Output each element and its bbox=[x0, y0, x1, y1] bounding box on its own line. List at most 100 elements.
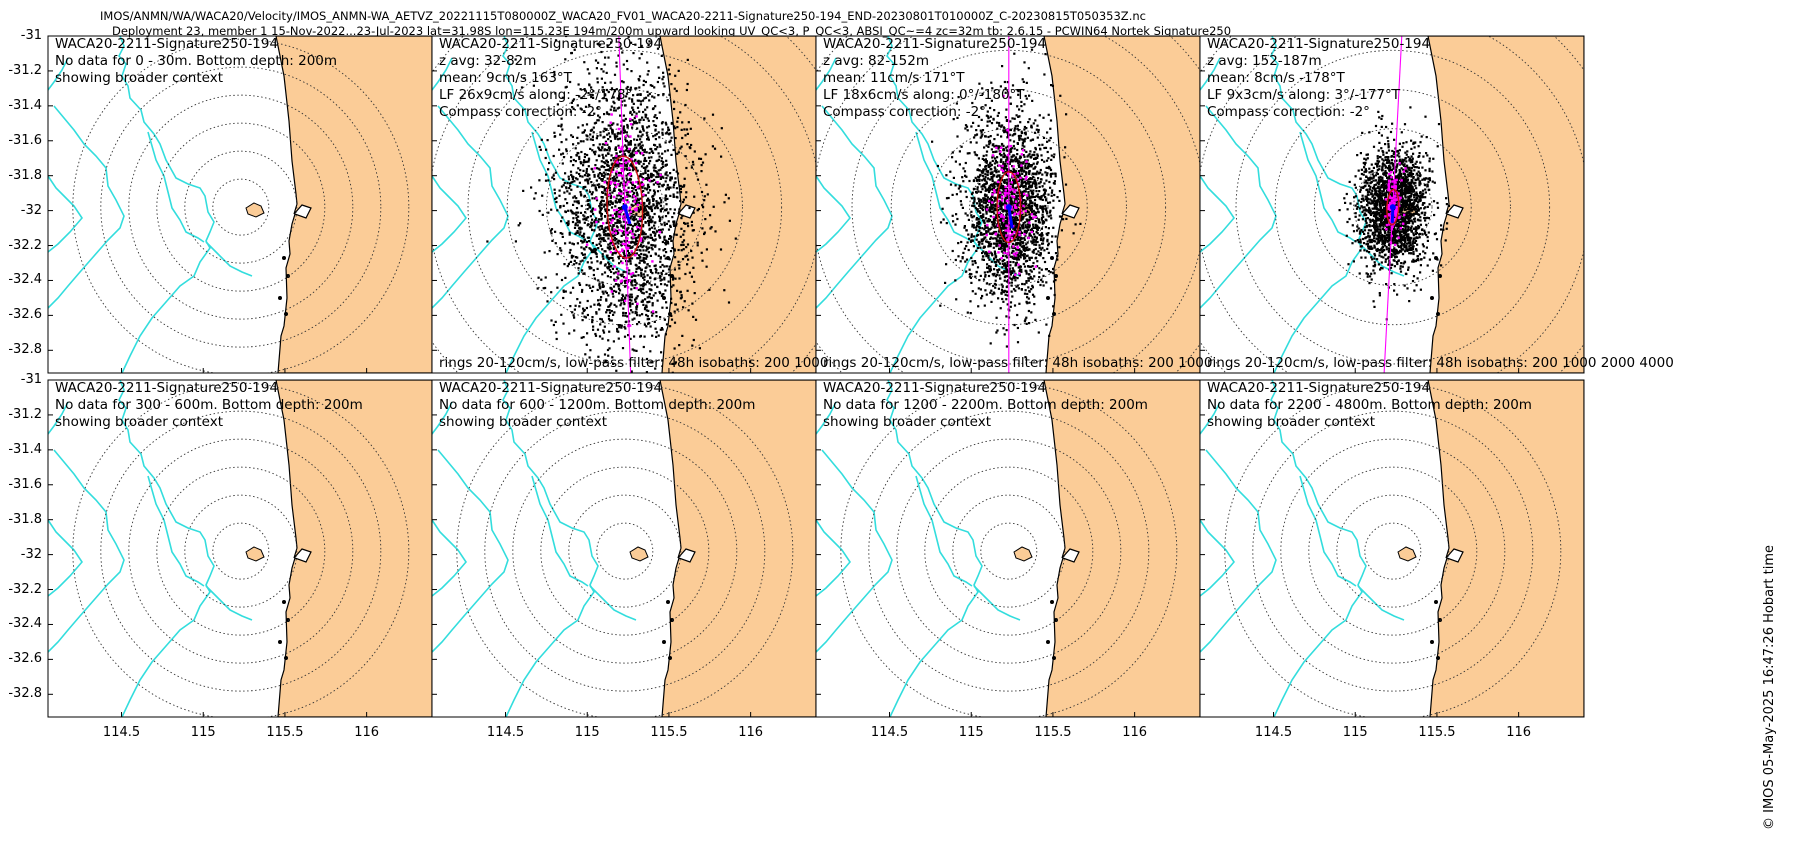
scatter-point bbox=[1014, 132, 1017, 135]
scatter-point bbox=[597, 218, 601, 221]
scatter-point bbox=[945, 174, 948, 177]
scatter-point bbox=[980, 240, 983, 243]
scatter-point bbox=[595, 167, 598, 170]
scatter-point bbox=[987, 117, 990, 120]
scatter-point bbox=[983, 197, 986, 200]
scatter-point bbox=[1020, 253, 1023, 256]
scatter-point bbox=[1020, 240, 1023, 243]
scatter-point bbox=[673, 125, 676, 128]
scatter-point bbox=[567, 263, 570, 266]
scatter-point bbox=[598, 308, 601, 311]
scatter-point bbox=[607, 314, 610, 318]
scatter-point bbox=[659, 256, 662, 259]
scatter-point bbox=[990, 148, 993, 151]
scatter-point bbox=[591, 218, 594, 221]
scatter-point bbox=[1024, 184, 1027, 188]
scatter-point bbox=[1035, 237, 1038, 240]
scatter-point bbox=[1036, 203, 1039, 207]
scatter-point bbox=[645, 177, 649, 180]
scatter-point bbox=[625, 177, 628, 180]
scatter-point bbox=[649, 350, 652, 353]
scatter-point bbox=[604, 162, 607, 165]
scatter-point bbox=[952, 220, 955, 223]
scatter-point bbox=[984, 275, 987, 278]
scatter-point bbox=[1028, 215, 1031, 218]
scatter-point bbox=[1045, 323, 1048, 326]
scatter-point bbox=[993, 209, 996, 212]
scatter-point bbox=[1019, 268, 1022, 271]
scatter-point bbox=[623, 285, 627, 288]
scatter-point bbox=[1042, 207, 1045, 210]
scatter-point bbox=[607, 243, 610, 246]
scatter-point bbox=[616, 229, 619, 232]
scatter-point bbox=[641, 149, 644, 152]
scatter-point bbox=[998, 247, 1001, 250]
scatter-point bbox=[1016, 284, 1019, 287]
scatter-point bbox=[634, 241, 637, 244]
scatter-point bbox=[603, 127, 606, 130]
scatter-point bbox=[612, 122, 615, 125]
scatter-point bbox=[954, 160, 957, 163]
scatter-point bbox=[667, 188, 670, 191]
scatter-point bbox=[655, 200, 658, 203]
scatter-point bbox=[1034, 223, 1037, 226]
scatter-point bbox=[956, 135, 959, 138]
scatter-point bbox=[1005, 213, 1008, 216]
scatter-point bbox=[678, 344, 681, 347]
scatter-point bbox=[544, 286, 547, 290]
scatter-point bbox=[611, 356, 614, 359]
scatter-point bbox=[979, 198, 982, 202]
scatter-point bbox=[605, 88, 608, 92]
lowpass-point bbox=[620, 169, 624, 173]
scatter-point bbox=[648, 92, 651, 95]
scatter-point bbox=[597, 299, 600, 302]
scatter-point bbox=[630, 282, 633, 285]
scatter-point bbox=[987, 135, 990, 139]
scatter-point bbox=[631, 284, 634, 287]
scatter-point bbox=[977, 190, 980, 193]
scatter-point bbox=[991, 273, 994, 276]
scatter-point bbox=[640, 243, 643, 246]
scatter-point bbox=[639, 287, 642, 290]
scatter-point bbox=[979, 204, 982, 207]
scatter-point bbox=[1024, 187, 1028, 190]
y-tick-label: -31.6 bbox=[8, 132, 42, 148]
scatter-point bbox=[1031, 201, 1034, 204]
scatter-point bbox=[975, 249, 978, 252]
scatter-point bbox=[660, 278, 663, 281]
scatter-point bbox=[980, 118, 983, 121]
scatter-point bbox=[1003, 167, 1006, 170]
scatter-point bbox=[578, 95, 581, 98]
scatter-point bbox=[644, 171, 647, 175]
scatter-point bbox=[639, 290, 643, 293]
scatter-point bbox=[639, 334, 642, 338]
scatter-point bbox=[571, 43, 574, 46]
scatter-point bbox=[646, 255, 649, 258]
scatter-point bbox=[975, 217, 979, 220]
lowpass-point bbox=[632, 236, 635, 239]
scatter-point bbox=[609, 287, 612, 290]
scatter-point bbox=[622, 114, 625, 117]
scatter-point bbox=[968, 275, 971, 278]
scatter-point bbox=[573, 200, 576, 203]
scatter-point bbox=[664, 333, 667, 336]
land-area bbox=[659, 36, 816, 373]
scatter-point bbox=[1024, 211, 1027, 214]
scatter-point bbox=[634, 284, 637, 287]
scatter-point bbox=[623, 104, 627, 107]
scatter-point bbox=[986, 263, 989, 266]
scatter-point bbox=[580, 290, 584, 293]
scatter-point bbox=[593, 173, 596, 177]
lowpass-point bbox=[629, 273, 633, 276]
scatter-point bbox=[615, 369, 618, 372]
scatter-point bbox=[662, 183, 665, 186]
scatter-point bbox=[988, 283, 991, 286]
scatter-point bbox=[616, 218, 619, 222]
scatter-point bbox=[543, 251, 546, 254]
scatter-point bbox=[627, 186, 630, 189]
scatter-point bbox=[569, 291, 572, 294]
scatter-point bbox=[677, 151, 680, 154]
scatter-point bbox=[649, 269, 652, 272]
lowpass-point bbox=[634, 162, 638, 165]
panel-footer: rings 20-120cm/s, low-pass filter: 48h i… bbox=[439, 355, 829, 371]
